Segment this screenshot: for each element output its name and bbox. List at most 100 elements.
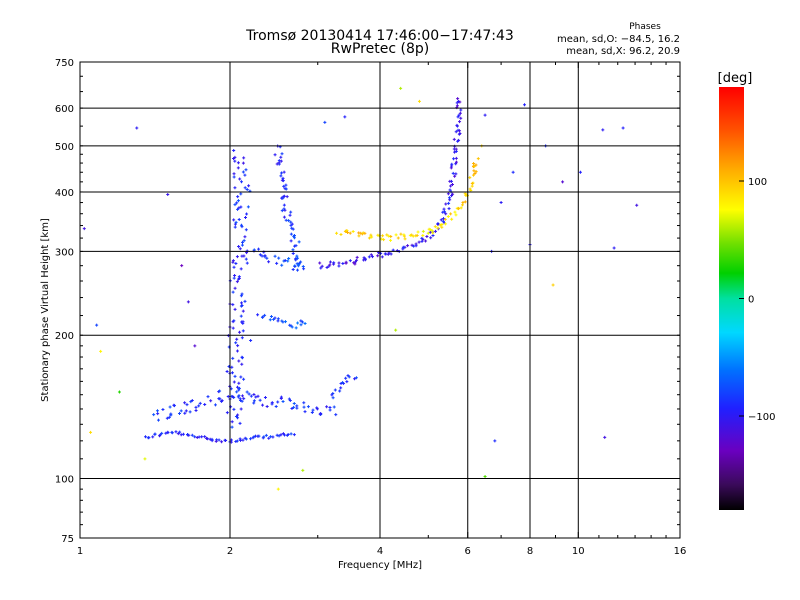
echo-point [206, 395, 210, 399]
stats-line-x: mean, sd,X: 96.2, 20.9 [566, 46, 680, 57]
echo-point [331, 396, 335, 400]
axis-ticks [79, 62, 681, 538]
echo-point [332, 262, 336, 266]
echo-point [389, 235, 393, 239]
echo-point [187, 433, 191, 437]
x-tick-label: 16 [674, 546, 687, 557]
echo-point [280, 319, 284, 323]
echo-point [338, 389, 342, 393]
echo-point [450, 162, 454, 166]
echo-point [236, 161, 240, 165]
echo-point [245, 261, 249, 265]
echo-point [236, 207, 240, 211]
echo-point [239, 192, 243, 196]
echo-point [197, 435, 201, 439]
echo-point [369, 253, 373, 257]
echo-point [355, 258, 359, 262]
echo-point [414, 244, 418, 248]
echo-point [363, 231, 367, 235]
echo-point [578, 170, 582, 174]
echo-point [385, 233, 389, 237]
echo-point [440, 223, 444, 227]
echo-point [348, 231, 352, 235]
echo-point [232, 380, 236, 384]
echo-point [280, 178, 284, 182]
echo-point [353, 260, 357, 264]
echo-point [240, 180, 244, 184]
echo-point [188, 410, 192, 414]
echo-point [239, 294, 243, 298]
echo-point [203, 402, 207, 406]
echo-point [153, 432, 157, 436]
echo-point [238, 330, 242, 334]
echo-point [499, 201, 503, 205]
echo-point [239, 375, 243, 379]
echo-point [436, 221, 440, 225]
echo-point [99, 349, 103, 353]
echo-point [206, 437, 210, 441]
echo-point [244, 168, 248, 172]
echo-point [339, 233, 343, 237]
grid-lines [80, 62, 680, 538]
echo-point [220, 399, 224, 403]
echo-point [232, 319, 236, 323]
echo-point [220, 440, 224, 444]
echo-point [353, 377, 357, 381]
echo-point [231, 326, 235, 330]
echo-point [297, 261, 301, 265]
echo-point [252, 399, 256, 403]
echo-point [301, 265, 305, 269]
echo-point [279, 159, 283, 163]
echo-point [271, 435, 275, 439]
echo-point [296, 264, 300, 268]
echo-point [294, 257, 298, 261]
echo-point [370, 235, 374, 239]
echo-point [288, 323, 292, 327]
echo-point [454, 160, 458, 164]
echo-point [282, 194, 286, 198]
echo-point [252, 393, 256, 397]
echo-point [429, 236, 433, 240]
echo-point [240, 301, 244, 305]
echo-point [283, 320, 287, 324]
echo-point [240, 399, 244, 403]
echo-point [303, 322, 307, 326]
x-tick-label: 6 [465, 546, 471, 557]
echo-point [270, 401, 274, 405]
echo-point [189, 400, 193, 404]
echo-point [245, 188, 249, 192]
echo-point [239, 267, 243, 271]
echo-point [416, 230, 420, 234]
echo-point [239, 205, 243, 209]
echo-point [291, 252, 295, 256]
echo-point [468, 187, 472, 191]
echo-point [319, 266, 323, 270]
echo-point [233, 374, 237, 378]
echo-point [241, 240, 245, 244]
echo-point [135, 126, 139, 130]
echo-point [370, 255, 374, 259]
echo-point [331, 391, 335, 395]
echo-point [183, 401, 187, 405]
echo-point [292, 401, 296, 405]
echo-point [287, 397, 291, 401]
echo-point [243, 299, 247, 303]
echo-point [474, 170, 478, 174]
echo-point [353, 262, 357, 266]
echo-point [456, 115, 460, 119]
echo-point [369, 233, 373, 237]
echo-point [263, 255, 267, 259]
echo-point [285, 195, 289, 199]
echo-point [241, 320, 245, 324]
echo-point [288, 213, 292, 217]
echo-point [402, 233, 406, 237]
echo-point [443, 217, 447, 221]
echo-point [237, 388, 241, 392]
echo-point [456, 207, 460, 211]
echo-point [276, 319, 280, 323]
echo-point [425, 234, 429, 238]
echo-point [254, 395, 258, 399]
echo-point [459, 206, 463, 210]
echo-point [233, 203, 237, 207]
echo-point [273, 316, 277, 320]
